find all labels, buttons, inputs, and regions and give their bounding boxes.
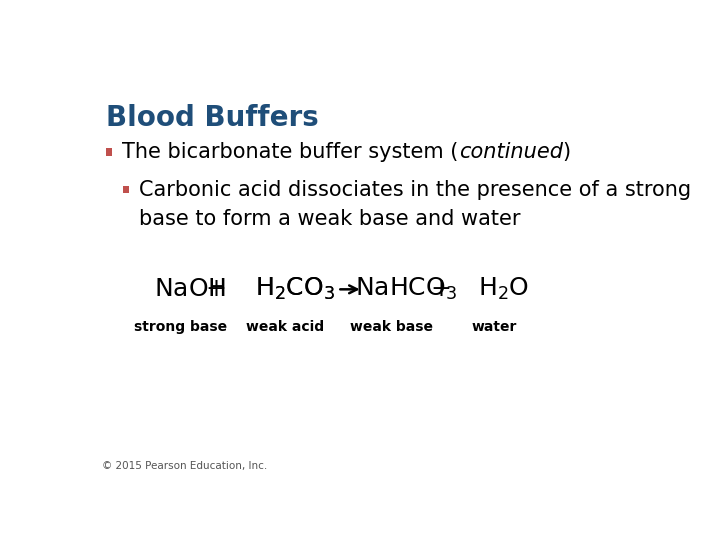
Text: © 2015 Pearson Education, Inc.: © 2015 Pearson Education, Inc.	[102, 462, 268, 471]
Text: base to form a weak base and water: base to form a weak base and water	[139, 210, 521, 230]
Text: water: water	[472, 320, 517, 334]
Text: strong base: strong base	[135, 320, 228, 334]
Text: $+$: $+$	[205, 278, 225, 301]
Text: weak base: weak base	[350, 320, 433, 334]
Text: Blood Buffers: Blood Buffers	[106, 104, 318, 132]
Text: continued: continued	[459, 142, 563, 162]
Text: $\mathrm{H_2CO_3}$: $\mathrm{H_2CO_3}$	[255, 276, 335, 302]
Bar	[106, 148, 112, 156]
Text: ): )	[563, 142, 571, 162]
Text: $\mathrm{NaOH}$: $\mathrm{NaOH}$	[154, 278, 226, 301]
Text: Carbonic acid dissociates in the presence of a strong: Carbonic acid dissociates in the presenc…	[139, 179, 691, 200]
Text: The bicarbonate buffer system (: The bicarbonate buffer system (	[122, 142, 459, 162]
Text: $\mathrm{NaHCO_3}$: $\mathrm{NaHCO_3}$	[355, 276, 457, 302]
Text: $\mathrm{H_2O}$: $\mathrm{H_2O}$	[478, 276, 529, 302]
Text: $+$: $+$	[431, 278, 451, 301]
Text: $\mathrm{H_2CO_3}$: $\mathrm{H_2CO_3}$	[255, 276, 335, 302]
Text: weak acid: weak acid	[246, 320, 325, 334]
Bar	[124, 186, 129, 193]
